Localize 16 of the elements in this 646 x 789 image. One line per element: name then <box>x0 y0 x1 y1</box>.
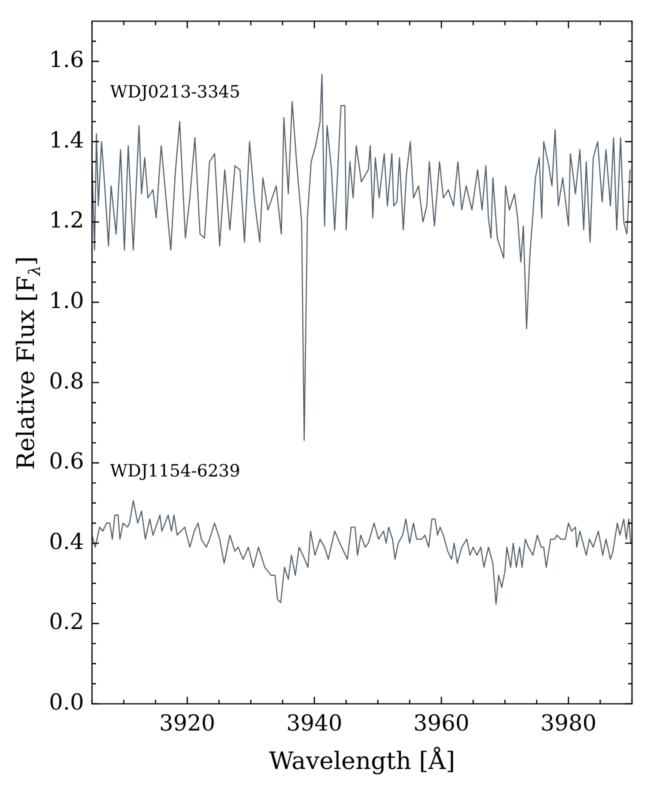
x-axis-title: Wavelength [Å] <box>268 746 456 775</box>
y-tick-label: 1.2 <box>49 208 84 234</box>
y-tick-label: 0.2 <box>49 610 84 636</box>
x-tick-label: 3920 <box>159 712 216 737</box>
y-tick-label: 1.0 <box>49 288 84 314</box>
y-tick-label: 1.6 <box>49 48 84 74</box>
y-tick-label: 1.4 <box>49 128 84 154</box>
x-tick-label: 3960 <box>413 712 470 737</box>
x-tick-label: 3980 <box>540 712 596 737</box>
series-label: WDJ1154-6239 <box>110 462 240 482</box>
y-tick-label: 0.8 <box>49 369 84 394</box>
y-tick-label: 0.4 <box>49 530 84 555</box>
y-tick-label: 0.6 <box>49 450 84 475</box>
x-tick-label: 3940 <box>286 712 342 737</box>
series-label: WDJ0213-3345 <box>110 82 240 103</box>
y-tick-label: 0.0 <box>49 690 84 716</box>
